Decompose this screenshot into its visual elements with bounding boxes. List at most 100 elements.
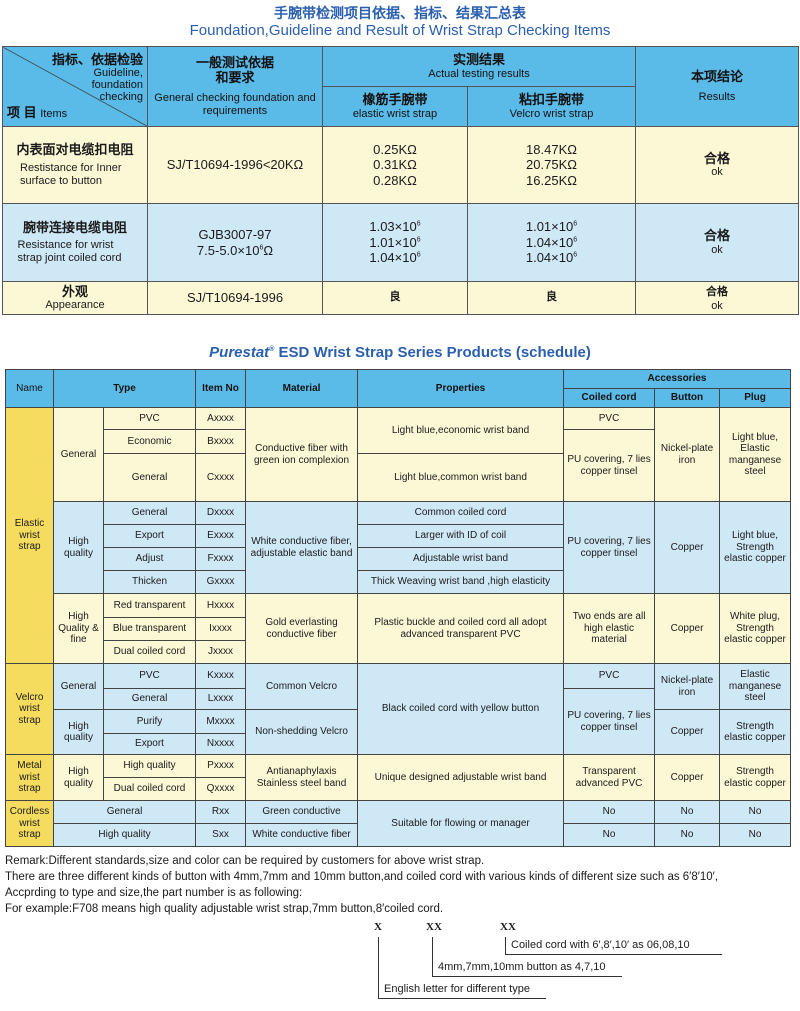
text: For example:F708 means high quality adju…	[5, 903, 444, 915]
table-cell: No	[654, 800, 721, 824]
header-plug: Plug	[719, 388, 792, 408]
text: Resistance for wrist strap joint coiled …	[17, 239, 122, 265]
header-diagonal-cell: 指标、依据检验 Guideline, foundation checking 项…	[2, 46, 148, 127]
text: 4mm,7mm,10mm button as 4,7,10	[438, 961, 606, 973]
table-cell: Green conductive	[245, 800, 359, 824]
header-properties: Properties	[357, 369, 565, 408]
table-cell: Dual coiled cord	[102, 777, 197, 801]
table-cell: Adjustable wrist band	[357, 547, 565, 571]
text: There are three different kinds of butto…	[5, 871, 719, 883]
table-cell: Purify	[102, 709, 197, 734]
table-cell: Thicken	[102, 570, 197, 594]
header-item-no: Item No	[195, 369, 247, 408]
name-cordless: Cordless wrist strap	[5, 800, 54, 847]
text: 本项结论	[690, 69, 743, 85]
table-cell: 0.25KΩ 0.31KΩ 0.28KΩ	[322, 126, 468, 204]
element: 1.04×106	[323, 250, 467, 266]
element: 1.04×106	[468, 235, 635, 251]
text: ok	[711, 243, 723, 256]
text: 合格	[706, 286, 728, 299]
table-cell: Kxxxx	[195, 663, 247, 689]
table-cell: Export	[102, 524, 197, 548]
table-cell: PU covering, 7 lies copper tinsel	[563, 501, 656, 594]
element	[378, 998, 546, 999]
table-cell: 1.01×106 1.04×106 1.04×106	[467, 203, 636, 282]
table-cell: Exxxx	[195, 524, 247, 548]
table-cell: 良	[322, 281, 468, 315]
header-coiled-cord: Coiled cord	[563, 388, 656, 408]
text: 1.04×10	[525, 234, 574, 250]
table-cell: PU covering, 7 lies copper tinsel	[563, 429, 656, 502]
element	[432, 937, 433, 977]
table-cell: Elastic manganese steel	[719, 663, 792, 710]
table-cell: Mxxxx	[195, 709, 247, 734]
header-items-en: Items	[40, 107, 68, 120]
text: Ω	[263, 242, 274, 258]
text: 合格	[703, 150, 730, 166]
name-elastic: Elastic wrist strap	[5, 407, 54, 664]
text: 0.28KΩ	[373, 172, 417, 188]
part-number-diagram: X XX XX Coiled cord with 6′,8′,10′ as 06…	[0, 921, 800, 1011]
header-name: Name	[5, 369, 54, 408]
text: GJB3007-97	[198, 226, 272, 242]
table-cell: Transparent advanced PVC	[563, 754, 656, 801]
table-cell: Dxxxx	[195, 501, 247, 525]
table-row: 指标、依据检验 Guideline, foundation checking 项…	[2, 46, 799, 127]
table-cell: Copper	[654, 593, 721, 664]
table-cell: Black coiled cord with yellow button	[357, 663, 565, 755]
name-metal: Metal wrist strap	[5, 754, 54, 801]
text: 6	[416, 236, 421, 244]
text: 1.04×10	[525, 250, 574, 266]
table-cell: General	[53, 663, 104, 710]
table1-title-cn: 手腕带检测项目依据、指标、结果汇总表	[274, 5, 526, 21]
text: 16.25KΩ	[526, 172, 577, 188]
table-row: High quality General Dxxxx White conductiv…	[5, 501, 792, 594]
checking-items-table: 指标、依据检验 Guideline, foundation checking 项…	[2, 46, 799, 315]
element	[378, 937, 379, 999]
table-cell: Ixxxx	[195, 617, 247, 641]
table-cell: Strength elastic copper	[719, 754, 792, 801]
text: ok	[711, 299, 723, 312]
table-row: High Quality & fine Red transparent Hxxxx …	[5, 593, 792, 664]
text: English letter for different type	[384, 983, 530, 995]
table-cell: White conductive fiber	[245, 823, 359, 847]
table-cell: Non-shedding Velcro	[245, 709, 359, 755]
table-row: 内表面对电缆扣电阻 Restistance for Inner surface t…	[2, 126, 799, 204]
table-cell: 内表面对电缆扣电阻 Restistance for Inner surface t…	[2, 126, 148, 204]
element: 1.04×106	[468, 250, 635, 266]
text: 6	[573, 251, 578, 259]
element	[505, 937, 506, 955]
table-cell: PU covering, 7 lies copper tinsel	[563, 688, 656, 755]
table-cell: SJ/T10694-1996	[147, 281, 323, 315]
header-material: Material	[245, 369, 359, 408]
element: 1.01×106	[468, 219, 635, 235]
table-cell: Suitable for flowing or manager	[357, 800, 565, 847]
text: 18.47KΩ	[526, 141, 577, 157]
table-cell: 合格 ok	[635, 281, 799, 315]
table-cell: Fxxxx	[195, 547, 247, 571]
text: 粘扣手腕带	[518, 92, 584, 108]
table-cell: PVC	[563, 407, 656, 430]
text: ok	[711, 166, 723, 179]
text: 0.25KΩ	[373, 141, 417, 157]
table-cell: No	[719, 800, 792, 824]
table2-title: Purestat® ESD Wrist Strap Series Product…	[0, 343, 800, 363]
table-cell: General	[102, 453, 197, 502]
table-cell: Two ends are all high elastic material	[563, 593, 656, 664]
table-cell: Light blue, Strength elastic copper	[719, 501, 792, 594]
table-cell: Nickel-plate iron	[654, 407, 721, 502]
text: Restistance for Inner surface to button	[20, 161, 122, 187]
table-cell: High Quality & fine	[53, 593, 104, 664]
header-results: 本项结论 Results	[635, 46, 799, 127]
products-table: Name Type Item No Material Properties Ac…	[5, 369, 792, 847]
table-cell: Unique designed adjustable wrist band	[357, 754, 565, 801]
element: 1.01×106	[323, 235, 467, 251]
table-cell: Gxxxx	[195, 570, 247, 594]
table-cell: Sxx	[195, 823, 247, 847]
table-cell: No	[654, 823, 721, 847]
element: 项 目 Items	[7, 105, 143, 122]
header-items-cn: 项 目	[7, 104, 37, 120]
text: 6	[416, 220, 421, 228]
text: 一般测试依据和要求	[195, 54, 274, 86]
header-general: 一般测试依据和要求 General checking foundation and…	[147, 46, 323, 127]
